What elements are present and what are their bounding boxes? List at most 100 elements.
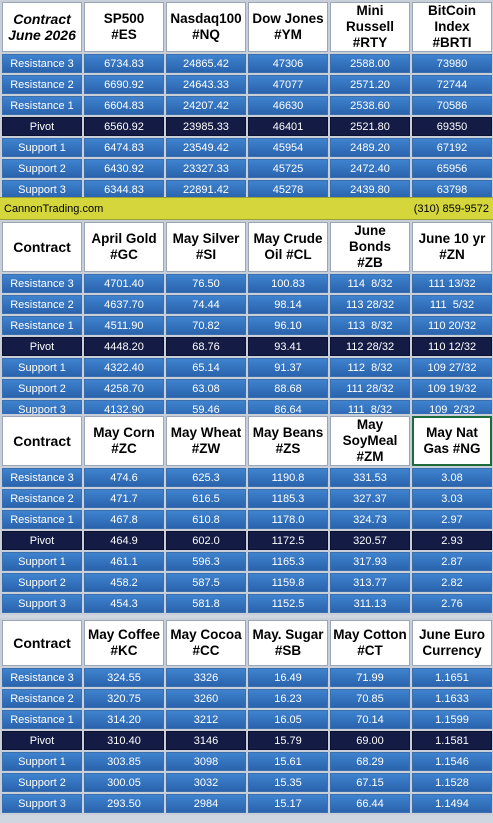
row-support-2: Support 2 6430.92 23327.33 45725 2472.40 6595… (2, 159, 492, 178)
row-label: Resistance 2 (2, 689, 82, 708)
column-header-line: BitCoin (428, 3, 476, 18)
row-label: Pivot (2, 337, 82, 356)
level-value: 91.37 (248, 358, 328, 377)
level-value: 596.3 (166, 552, 246, 571)
row-label: Resistance 3 (2, 468, 82, 487)
row-support-2: Support 2 4258.70 63.08 88.68 111 28/32 109 1… (2, 379, 492, 398)
row-label: Support 1 (2, 752, 82, 771)
column-header-line: #SI (195, 247, 217, 262)
row-pivot: Pivot 464.9 602.0 1172.5 320.57 2.93 (2, 531, 492, 550)
column-header-line: May Cotton (333, 627, 407, 642)
level-value: 110 12/32 (412, 337, 492, 356)
column-header-line: May Beans (252, 425, 324, 440)
level-value: 6474.83 (84, 138, 164, 157)
column-header: June 10 yr #ZN (412, 222, 492, 272)
row-resistance-2: Resistance 2 4637.70 74.44 98.14 113 28/32 11… (2, 295, 492, 314)
level-value: 1.1581 (412, 731, 492, 750)
row-support-1: Support 1 303.85 3098 15.61 68.29 1.1546 (2, 752, 492, 771)
column-header-line: #RTY (352, 35, 388, 50)
level-value: 317.93 (330, 552, 410, 571)
column-header-line: June 10 yr (418, 231, 486, 246)
level-value: 2489.20 (330, 138, 410, 157)
contract-header: Contract (2, 620, 82, 666)
level-value: 111 28/32 (330, 379, 410, 398)
row-label: Support 2 (2, 379, 82, 398)
column-header-line: Nasdaq100 (170, 11, 242, 26)
column-header-line: Dow Jones (252, 11, 324, 26)
column-header: May Silver #SI (166, 222, 246, 272)
level-value: 71.99 (330, 668, 410, 687)
banner-website[interactable]: CannonTrading.com (4, 202, 104, 215)
level-value: 63.08 (166, 379, 246, 398)
level-value: 2984 (166, 794, 246, 813)
contract-header-line: Contract (13, 433, 71, 449)
column-header-line: May Silver (172, 231, 240, 246)
column-header-line: Gas #NG (423, 441, 481, 456)
level-value: 69350 (412, 117, 492, 136)
column-header-line: Currency (422, 643, 482, 658)
level-value: 1.1599 (412, 710, 492, 729)
level-value: 15.35 (248, 773, 328, 792)
contract-header: Contract June 2026 (2, 2, 82, 52)
row-label: Pivot (2, 731, 82, 750)
level-value: 3032 (166, 773, 246, 792)
row-label: Resistance 1 (2, 316, 82, 335)
level-value: 45725 (248, 159, 328, 178)
level-value: 6344.83 (84, 180, 164, 199)
level-value: 16.05 (248, 710, 328, 729)
level-value: 3212 (166, 710, 246, 729)
level-value: 111 13/32 (412, 274, 492, 293)
column-header: May Beans #ZS (248, 416, 328, 466)
level-value: 3146 (166, 731, 246, 750)
level-value: 73980 (412, 54, 492, 73)
level-value: 1178.0 (248, 510, 328, 529)
row-label: Support 1 (2, 552, 82, 571)
column-header: May Wheat #ZW (166, 416, 246, 466)
column-header-line: #ZW (191, 441, 221, 456)
levels-table-metals-energy-rates: Contract April Gold #GC May Silver #SI May Cr… (0, 220, 493, 421)
level-value: 69.00 (330, 731, 410, 750)
level-value: 68.29 (330, 752, 410, 771)
column-header-line: SoyMeal (342, 433, 398, 448)
level-value: 88.68 (248, 379, 328, 398)
header-row: Contract May Corn #ZC May Wheat #ZW May Beans… (2, 416, 492, 466)
row-label: Pivot (2, 531, 82, 550)
row-label: Support 2 (2, 773, 82, 792)
column-header-line: #ES (111, 27, 137, 42)
row-label: Support 2 (2, 159, 82, 178)
level-value: 461.1 (84, 552, 164, 571)
column-header-line: May. Sugar (252, 627, 324, 642)
level-value: 46401 (248, 117, 328, 136)
column-header: May Nat Gas #NG (412, 416, 492, 466)
column-header: May Coffee #KC (84, 620, 164, 666)
levels-table-grains-gas: Contract May Corn #ZC May Wheat #ZW May Beans… (0, 414, 493, 615)
header-row: Contract June 2026 SP500 #ES Nasdaq100 #NQ Dow… (2, 2, 492, 52)
row-resistance-1: Resistance 1 4511.90 70.82 96.10 113 8/32 110… (2, 316, 492, 335)
level-value: 70.85 (330, 689, 410, 708)
level-value: 45954 (248, 138, 328, 157)
level-value: 303.85 (84, 752, 164, 771)
row-support-3: Support 3 6344.83 22891.42 45278 2439.80 6379… (2, 180, 492, 199)
level-value: 474.6 (84, 468, 164, 487)
level-value: 467.8 (84, 510, 164, 529)
level-value: 2.82 (412, 573, 492, 592)
row-support-3: Support 3 454.3 581.8 1152.5 311.13 2.76 (2, 594, 492, 613)
column-header: May SoyMeal #ZM (330, 416, 410, 466)
level-value: 98.14 (248, 295, 328, 314)
level-value: 24865.42 (166, 54, 246, 73)
level-value: 300.05 (84, 773, 164, 792)
column-header-line: May Coffee (87, 627, 160, 642)
row-support-3: Support 3 293.50 2984 15.17 66.44 1.1494 (2, 794, 492, 813)
row-label: Pivot (2, 117, 82, 136)
level-value: 15.17 (248, 794, 328, 813)
level-value: 24643.33 (166, 75, 246, 94)
row-label: Support 2 (2, 573, 82, 592)
level-value: 331.53 (330, 468, 410, 487)
column-header-line: #GC (110, 247, 138, 262)
level-value: 2.97 (412, 510, 492, 529)
level-value: 16.49 (248, 668, 328, 687)
level-value: 63798 (412, 180, 492, 199)
level-value: 1185.3 (248, 489, 328, 508)
levels-table-indices: Contract June 2026 SP500 #ES Nasdaq100 #NQ Dow… (0, 0, 493, 201)
